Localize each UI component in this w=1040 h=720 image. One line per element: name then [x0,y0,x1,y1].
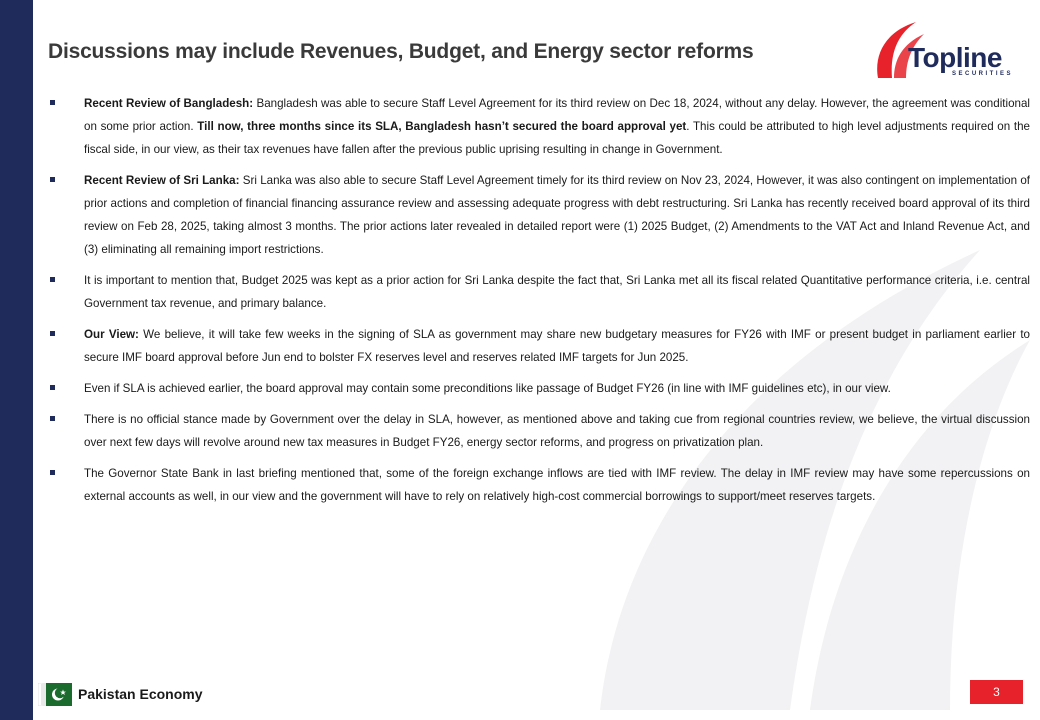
square-bullet-icon [50,277,55,282]
bullet-text: It is important to mention that, Budget … [84,274,1030,310]
bullet-list: Recent Review of Bangladesh: Bangladesh … [48,92,1030,508]
bullet-text: There is no official stance made by Gove… [84,413,1030,449]
footer-label: Pakistan Economy [78,686,203,702]
bullet-budget-prior-action: It is important to mention that, Budget … [48,269,1030,315]
bullet-text: The Governor State Bank in last briefing… [84,467,1030,503]
bullet-bangladesh-review: Recent Review of Bangladesh: Bangladesh … [48,92,1030,161]
bullet-our-view: Our View: We believe, it will take few w… [48,323,1030,369]
bullet-lead: Recent Review of Sri Lanka: [84,174,240,187]
slide-title: Discussions may include Revenues, Budget… [48,40,754,63]
bullet-lead: Recent Review of Bangladesh: [84,97,254,110]
logo-subtitle: SECURITIES [952,71,1014,77]
square-bullet-icon [50,470,55,475]
topline-logo: Topline SECURITIES [872,18,1022,80]
square-bullet-icon [50,100,55,105]
bullet-lead: Our View: [84,328,139,341]
pakistan-flag-icon [38,683,72,706]
bullet-governor-briefing: The Governor State Bank in last briefing… [48,462,1030,508]
page-number: 3 [993,685,1000,699]
square-bullet-icon [50,331,55,336]
bullet-sla-preconditions: Even if SLA is achieved earlier, the boa… [48,377,1030,400]
bullet-text: Bangladesh was able to secure Staff Leve… [84,97,1030,133]
page-number-badge: 3 [970,680,1023,704]
square-bullet-icon [50,416,55,421]
bullet-text: . This could be attributed to high level… [84,120,1030,156]
square-bullet-icon [50,177,55,182]
square-bullet-icon [50,385,55,390]
bullet-text: Sri Lanka was also able to secure Staff … [84,174,1031,256]
topline-swoosh-icon [877,22,924,78]
bullet-text: Even if SLA is achieved earlier, the boa… [84,382,891,395]
bullet-text: We believe, it will take few weeks in th… [84,328,1030,364]
bullet-sri-lanka-review: Recent Review of Sri Lanka: Sri Lanka wa… [48,169,1030,261]
left-sidebar-bar [0,0,33,720]
main-content: Recent Review of Bangladesh: Bangladesh … [48,92,1030,516]
bullet-emphasis: Till now, three months since its SLA, Ba… [197,120,687,133]
logo-wordmark: Topline [908,42,1002,73]
bullet-official-stance: There is no official stance made by Gove… [48,408,1030,454]
